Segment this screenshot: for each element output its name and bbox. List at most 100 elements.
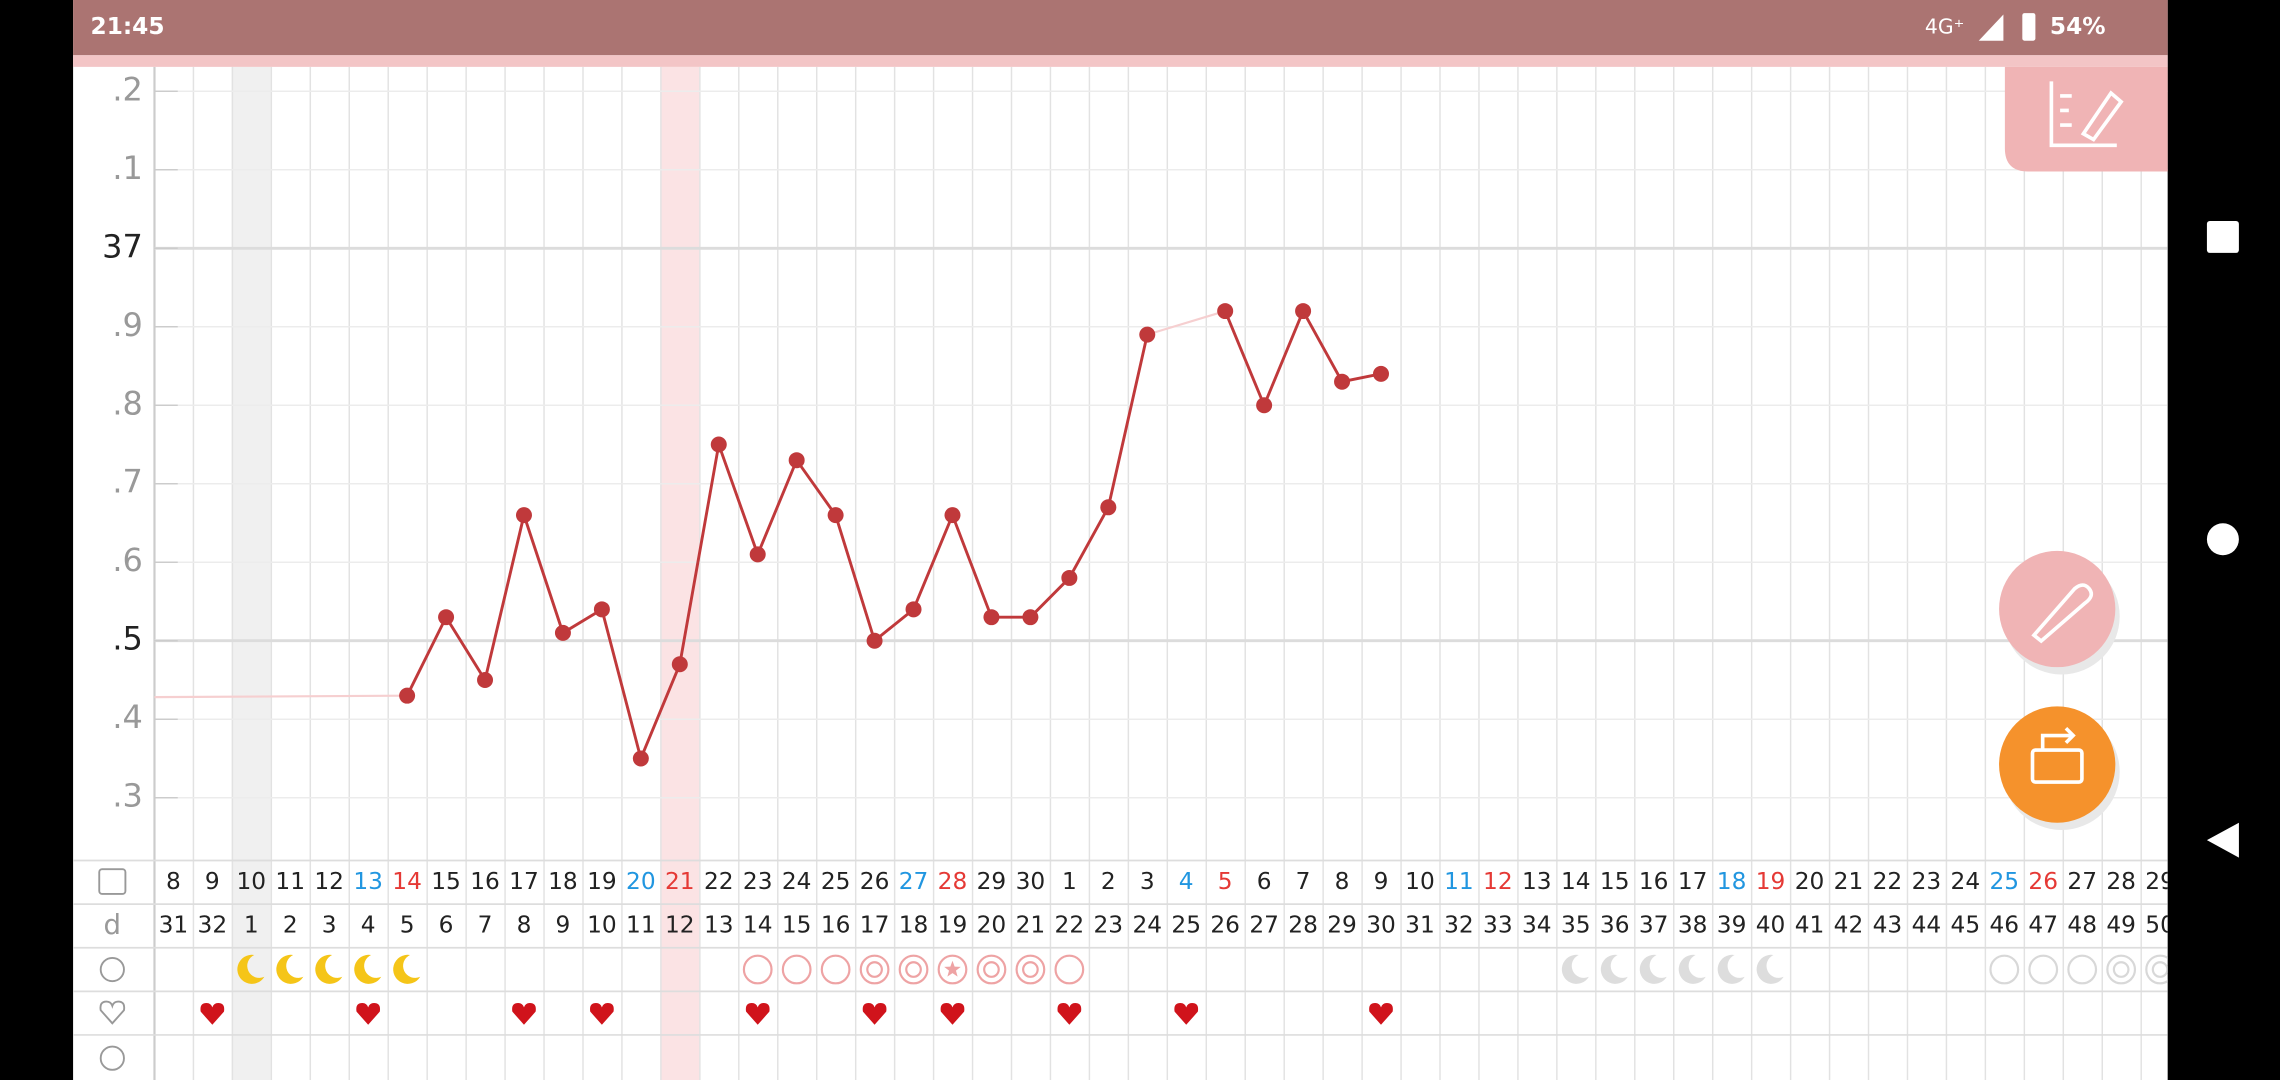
date-label: 14 xyxy=(392,868,422,895)
date-label: 26 xyxy=(2028,868,2058,895)
cycle-day-label: 32 xyxy=(198,911,228,938)
nav-home[interactable] xyxy=(2206,523,2239,556)
date-label: 18 xyxy=(548,868,578,895)
date-label: 30 xyxy=(1016,868,1046,895)
temperature-point xyxy=(554,624,571,641)
cervix-icon xyxy=(99,956,125,983)
temperature-point xyxy=(593,601,610,618)
date-label: 19 xyxy=(587,868,617,895)
date-label: 17 xyxy=(1678,868,1708,895)
moon-symbol xyxy=(393,954,421,984)
share-button[interactable] xyxy=(1999,706,2116,823)
moon-symbol xyxy=(315,954,343,984)
heart xyxy=(512,1002,536,1025)
ring-symbol xyxy=(976,954,1007,985)
ring-symbol xyxy=(937,954,968,985)
target-symbol xyxy=(866,961,883,978)
y-tick-label: .5 xyxy=(112,620,143,658)
target-symbol xyxy=(905,961,922,978)
cycle-day-label: 6 xyxy=(439,911,454,938)
date-label: 27 xyxy=(899,868,929,895)
date-label: 10 xyxy=(236,868,266,895)
cycle-day-label: 15 xyxy=(782,911,812,938)
nav-back[interactable] xyxy=(2206,822,2239,858)
battery-icon xyxy=(2022,13,2036,41)
edit-chart-button[interactable] xyxy=(2004,66,2168,172)
ring-symbol xyxy=(820,954,851,985)
calendar-icon xyxy=(98,868,127,895)
date-label: 13 xyxy=(353,868,383,895)
date-label: 5 xyxy=(1218,868,1233,895)
chart: .3.4.5.6.7.8.937.1.2d8319321011121231341… xyxy=(73,66,2175,1080)
moon-symbol xyxy=(1600,954,1628,984)
temperature-point xyxy=(1295,303,1312,320)
temperature-point xyxy=(1334,373,1351,390)
ring-symbol xyxy=(742,954,773,985)
cycle-day-label: 31 xyxy=(159,911,189,938)
heart xyxy=(862,1002,887,1025)
moon-symbol xyxy=(1639,954,1667,984)
date-label: 25 xyxy=(1989,868,2019,895)
date-label: 14 xyxy=(1561,868,1591,895)
cycle-day-label: 9 xyxy=(556,911,571,938)
date-label: 16 xyxy=(1639,868,1669,895)
moon-symbol xyxy=(1561,954,1589,984)
faint-connector xyxy=(154,694,408,699)
date-label: 28 xyxy=(2106,868,2136,895)
date-label: 17 xyxy=(509,868,539,895)
date-label: 23 xyxy=(1912,868,1942,895)
temperature-point xyxy=(671,656,688,673)
temperature-point xyxy=(399,687,416,704)
cycle-day-label: 37 xyxy=(1639,911,1669,938)
cycle-day-label: 22 xyxy=(1055,911,1085,938)
star-symbol xyxy=(944,960,961,977)
date-label: 22 xyxy=(1873,868,1903,895)
status-bar xyxy=(73,0,2168,56)
cycle-day-label: 12 xyxy=(665,911,695,938)
cycle-day-label: 45 xyxy=(1951,911,1981,938)
date-label: 18 xyxy=(1717,868,1747,895)
temperature-point xyxy=(515,507,532,524)
heart xyxy=(1057,1002,1082,1025)
y-tick-label: .1 xyxy=(112,149,143,187)
cycle-day-label: 40 xyxy=(1756,911,1786,938)
date-label: 20 xyxy=(626,868,656,895)
date-label: 12 xyxy=(1483,868,1513,895)
date-label: 23 xyxy=(743,868,773,895)
date-label: 26 xyxy=(860,868,890,895)
share-icon xyxy=(2030,726,2084,784)
cycle-day-label: 5 xyxy=(400,911,415,938)
moon-symbol xyxy=(1756,954,1784,984)
cycle-day-label: 11 xyxy=(626,911,656,938)
date-label: 15 xyxy=(1600,868,1630,895)
temperature-point xyxy=(1100,499,1117,516)
cycle-day-label: 14 xyxy=(743,911,773,938)
cycle-day-label: 21 xyxy=(1016,911,1046,938)
cycle-day-label: 44 xyxy=(1912,911,1942,938)
nav-recents[interactable] xyxy=(2206,220,2239,253)
mood-icon xyxy=(99,1045,125,1071)
heart xyxy=(940,1002,965,1025)
date-label: 4 xyxy=(1179,868,1194,895)
target-symbol xyxy=(983,961,1000,978)
cycle-day-label: 25 xyxy=(1171,911,1201,938)
cycle-day-label: 10 xyxy=(587,911,617,938)
temperature-point xyxy=(983,609,1000,626)
y-tick-label: .4 xyxy=(112,698,143,736)
battery: 54% xyxy=(2050,13,2106,40)
cycle-day-label: 39 xyxy=(1717,911,1747,938)
grey-column xyxy=(231,66,271,1080)
ring-symbol xyxy=(2145,954,2168,985)
cycle-day-label: 50 xyxy=(2145,911,2175,938)
cycle-day-label: 28 xyxy=(1288,911,1318,938)
cycle-day-label: 47 xyxy=(2028,911,2058,938)
date-label: 8 xyxy=(166,868,181,895)
cycle-day-label: 30 xyxy=(1366,911,1396,938)
ring-symbol xyxy=(859,954,890,985)
date-label: 12 xyxy=(314,868,344,895)
y-tick-label: .8 xyxy=(112,384,143,422)
temperature-point xyxy=(1139,326,1156,343)
temperature-point xyxy=(905,601,922,618)
date-label: 9 xyxy=(205,868,220,895)
